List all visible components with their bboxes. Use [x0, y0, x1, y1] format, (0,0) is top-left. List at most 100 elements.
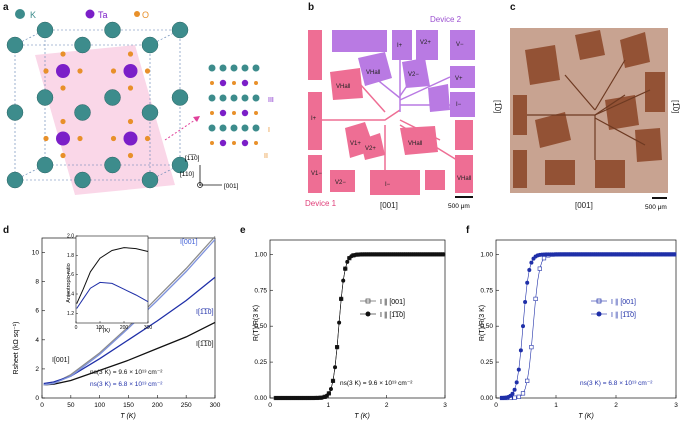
axis-out-of-plane-icon — [197, 182, 203, 188]
o-atom — [60, 51, 66, 57]
inset-y-tick-label: 2.0 — [67, 234, 74, 240]
panel-letter-e: e — [240, 225, 246, 236]
data-point — [331, 378, 335, 383]
axis-label-up: [1̅1̅0] — [185, 154, 200, 162]
proj-o-atom — [210, 81, 214, 85]
proj-k-atom — [241, 124, 249, 132]
k-atom — [141, 36, 159, 54]
axis-label-001: [001] — [380, 201, 398, 210]
y-tick-label: 0.00 — [480, 395, 493, 402]
x-tick-label: 1 — [327, 402, 331, 409]
proj-ta-atom — [241, 79, 249, 87]
pad — [308, 155, 322, 193]
y-tick-label: 0.00 — [254, 395, 267, 402]
pad-label-v1p-top: V+ — [455, 76, 463, 82]
ta-atoms — [56, 64, 138, 146]
y-tick-label: 0.75 — [480, 287, 493, 294]
y-tick-label: 0.25 — [480, 359, 493, 366]
pad — [400, 126, 438, 155]
proj-k-atom — [252, 64, 260, 72]
projection-arrowhead-icon — [193, 116, 200, 122]
pad-label-i-minus: I− — [456, 102, 462, 108]
pad — [370, 170, 420, 195]
axis-label-1-10: [1̅0] — [671, 100, 680, 113]
data-point — [510, 391, 515, 396]
pad — [308, 92, 322, 150]
proj-k-atom — [219, 64, 227, 72]
x-tick-label: 2 — [614, 402, 618, 409]
proj-k-atom — [241, 94, 249, 102]
chart-f: 0 1 2 3 0.00 0.25 0.50 0.75 1.00 R(T)/R(3 K) T (… — [479, 239, 678, 420]
proj-k-atom — [230, 64, 238, 72]
k-atom — [36, 89, 54, 106]
inset-x-tick-label: 300 — [144, 325, 153, 331]
o-atom — [110, 135, 117, 142]
series-line — [43, 276, 216, 385]
proj-o-atom — [254, 141, 258, 145]
curve-label-i110-low: I[1̅1̅0] — [196, 340, 214, 348]
inset-y-tick-label: 1.2 — [67, 311, 74, 317]
o-atom — [127, 85, 134, 91]
proj-k-atom — [219, 94, 227, 102]
data-point — [525, 280, 530, 285]
pad-label-v1m-top: V− — [456, 42, 464, 48]
scalebar-label: 500 μm — [645, 204, 667, 211]
data-point — [521, 324, 525, 329]
proj-o-atom — [232, 81, 236, 85]
proj-k-atom — [208, 64, 216, 72]
pad — [450, 66, 475, 88]
pad — [450, 30, 475, 60]
proj-ta-atom — [241, 139, 249, 147]
layer-label-ii: II — [264, 153, 268, 160]
pad — [360, 133, 385, 160]
o-atom — [110, 68, 117, 74]
pad-label-v1m: V1− — [311, 171, 322, 177]
legend-k-label: K — [30, 10, 36, 20]
y-tick-label: 1.00 — [480, 251, 493, 258]
pad-label-i-top: I+ — [397, 43, 403, 49]
data-point — [514, 380, 519, 385]
crystal-plane-highlight — [35, 45, 175, 195]
chart-e-legend-001: I ∥ [001] — [380, 298, 405, 306]
inset-ylabel: Anisotropic ratio — [66, 263, 72, 302]
proj-ta-atom — [219, 139, 227, 147]
o-atom — [144, 68, 151, 74]
device2-label: Device 2 — [430, 15, 462, 24]
axis-label-1-10: [1̅0] — [493, 100, 502, 113]
k-atoms — [6, 21, 189, 189]
inset-x-tick-label: 100 — [96, 325, 105, 331]
pad-label-i-bottom: I− — [385, 182, 391, 188]
layer-label-iii: III — [268, 97, 274, 104]
inset-x-tick-label: 200 — [120, 325, 129, 331]
pad — [455, 120, 473, 150]
pad-label-v2m: V2− — [335, 180, 346, 186]
data-point — [672, 252, 677, 257]
panel-letter-c: c — [510, 2, 516, 13]
data-point — [328, 386, 333, 391]
y-tick-label: 0.75 — [254, 287, 267, 294]
device2-leads — [374, 59, 451, 112]
proj-k-atom — [252, 94, 260, 102]
data-point — [441, 252, 446, 257]
proj-k-atom — [208, 94, 216, 102]
legend-o-label: O — [142, 10, 149, 20]
x-tick-label: 250 — [181, 402, 192, 409]
proj-o-atom — [254, 111, 258, 115]
pad-label-v1p: V1+ — [350, 141, 361, 147]
proj-ta-atom — [241, 109, 249, 117]
annotation-ns-96: ns(3 K) = 9.6 × 10¹³ cm⁻² — [90, 369, 163, 376]
inset-series-line — [76, 247, 149, 304]
data-point — [533, 296, 538, 301]
o-atom — [127, 118, 134, 125]
data-point — [335, 345, 340, 350]
k-atom — [171, 21, 189, 39]
pad — [450, 92, 475, 117]
pad-label-vhall-top: VHall — [366, 70, 380, 76]
k-atom — [141, 171, 159, 189]
o-atom — [43, 135, 49, 142]
proj-o-atom — [254, 81, 258, 85]
data-point — [512, 387, 517, 392]
o-atom — [127, 152, 134, 159]
device1-leads — [322, 83, 466, 170]
o-atom — [43, 68, 49, 74]
